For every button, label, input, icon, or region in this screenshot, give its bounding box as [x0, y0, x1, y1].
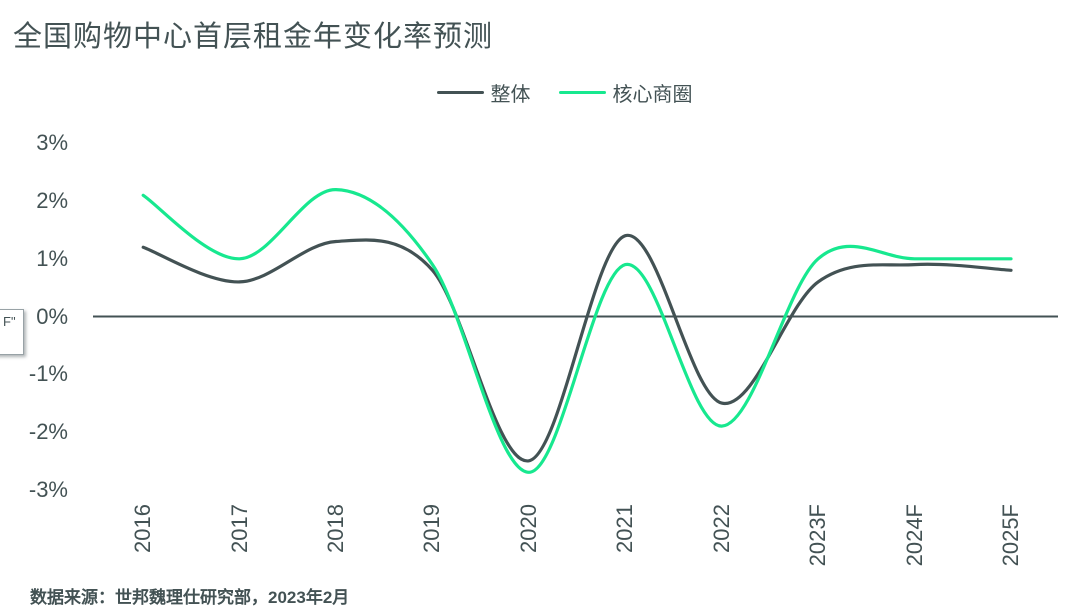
x-axis-label: 2020 [515, 504, 541, 553]
y-axis-label: -3% [28, 476, 68, 502]
y-axis-label: 0% [36, 303, 68, 329]
legend-item-core: 核心商圈 [558, 78, 693, 107]
chart-title: 全国购物中心首层租金年变化率预测 [13, 21, 494, 53]
x-axis-label: 2025F [997, 504, 1023, 567]
x-axis-label: 2023F [805, 504, 831, 567]
y-axis-label: -1% [28, 361, 68, 387]
y-axis-label: 1% [36, 245, 68, 271]
cutoff-tooltip-box: F" [0, 309, 24, 355]
x-axis-label: 2021 [612, 504, 638, 553]
y-axis-label: 2% [36, 188, 68, 214]
y-axis-label: -2% [28, 418, 68, 444]
legend-swatch-core-line [558, 90, 606, 95]
legend-swatch-overall-line [436, 90, 484, 95]
source-note: 数据来源：世邦魏理仕研究部，2023年2月 [30, 588, 350, 607]
legend-item-overall: 整体 [436, 78, 531, 107]
legend: 整体 核心商圈 [30, 78, 1069, 107]
legend-label-overall: 整体 [490, 84, 531, 106]
x-axis-label: 2016 [130, 504, 156, 553]
x-axis-label: 2018 [323, 504, 349, 553]
x-axis-label: 2017 [226, 504, 252, 553]
x-axis-label: 2024F [901, 504, 927, 567]
legend-label-core: 核心商圈 [612, 84, 693, 106]
x-axis-label: 2022 [708, 504, 734, 553]
x-axis-label: 2019 [419, 504, 445, 553]
series-line-core [141, 187, 1013, 474]
y-axis-label: 3% [36, 130, 68, 156]
series-line-overall [141, 234, 1013, 463]
